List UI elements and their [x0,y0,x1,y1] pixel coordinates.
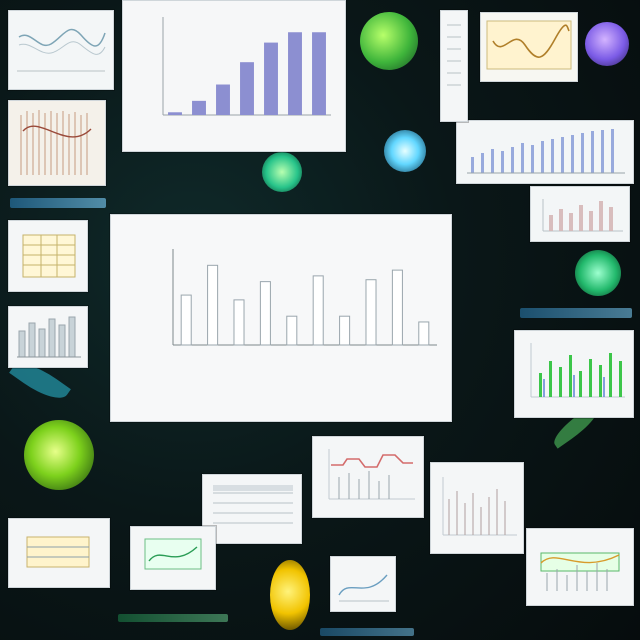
thumbnail-chart-graphic [527,529,633,605]
thumbnail-chart [330,556,396,612]
bar [180,294,192,346]
center-bar-chart [111,215,451,421]
thumbnail-table [202,474,302,544]
decorative-caption [320,628,414,636]
thumbnail-green-bars-graphic [515,331,633,417]
thumbnail-bars [8,306,88,368]
bar [286,315,298,346]
yellow-leaf-icon [270,560,310,630]
green-plant-icon [262,152,302,192]
thumbnail-wide-bars [456,120,634,184]
thumbnail-chart-graphic [313,437,423,517]
thumbnail-chart-graphic [331,557,395,611]
bar [288,32,302,115]
thumbnail-line-plot [9,11,113,89]
bar [365,279,377,346]
green-leaf-icon [360,12,418,70]
top-bar-chart [123,1,345,151]
thumbnail-chart-graphic [531,187,629,241]
bar [312,275,324,346]
thumbnail-line-plot [480,12,578,82]
bar [168,112,182,115]
thumbnail-chart-graphic [131,527,215,589]
thumbnail-chart-graphic [431,463,523,553]
bar [216,84,230,115]
blue-flower-icon [384,130,426,172]
purple-beetle-icon [585,22,629,66]
thumbnail-chart [8,518,110,588]
bar [312,32,326,115]
thumbnail-chart [430,462,524,554]
decorative-caption [520,308,632,318]
thumbnail-line-plot-graphic [481,13,577,81]
thumbnail-chart [440,10,468,122]
thumbnail-chart [312,436,424,518]
thumbnail-table-graphic [9,221,87,291]
top-bar-chart-panel [122,0,346,152]
bar [264,42,278,115]
thumbnail-chart [530,186,630,242]
bar [259,281,271,346]
bar [233,299,245,346]
thumbnail-chart [526,528,634,606]
bar [418,321,430,346]
thumbnail-chart-graphic [441,11,467,121]
thumbnail-wide-bars-graphic [457,121,633,183]
bar [339,315,351,346]
thumbnail-chart-graphic [9,519,109,587]
gear-icon [575,250,621,296]
thumbnail-chart [8,10,114,90]
thumbnail-chart [130,526,216,590]
thumbnail-hatched [9,101,105,185]
center-chart-bars [180,264,430,346]
bar [192,100,206,115]
center-bar-chart-panel [110,214,452,422]
top-chart-bars [168,32,326,115]
plant-icon [24,420,94,490]
thumbnail-table [8,220,88,292]
bar [240,62,254,115]
thumbnail-table-graphic [203,475,301,543]
bar [207,264,219,346]
decorative-caption [10,198,106,208]
decorative-caption [118,614,228,622]
thumbnail-green-bars [514,330,634,418]
bar [391,269,403,346]
thumbnail-chart [8,100,106,186]
thumbnail-bar-graphic [9,307,87,367]
